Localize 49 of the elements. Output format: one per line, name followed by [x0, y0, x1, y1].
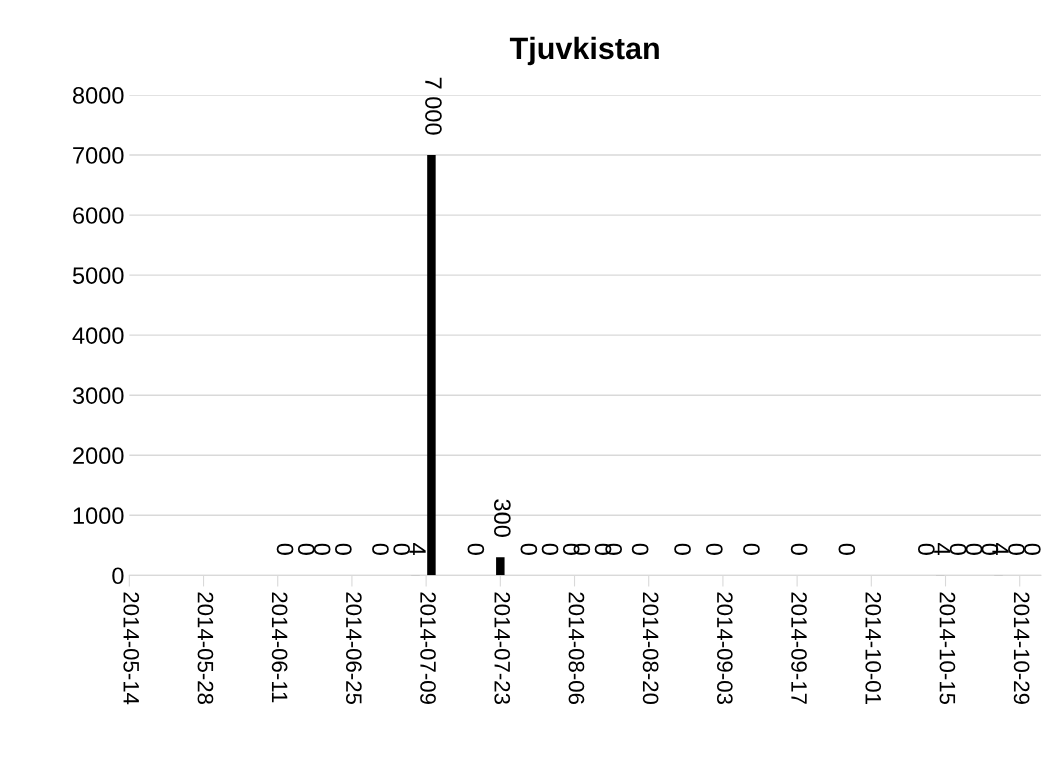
x-tick-label: 2014-05-14	[123, 592, 140, 705]
bar	[496, 557, 505, 576]
x-tick-label: 2014-07-09	[420, 592, 436, 704]
y-tick-label: 7000	[73, 147, 124, 164]
data-label: 0	[631, 543, 649, 555]
x-tick-label: 2014-10-29	[1013, 592, 1030, 704]
data-label: 0	[541, 543, 559, 555]
data-label: 0	[372, 543, 389, 555]
data-label: 7 000	[425, 77, 442, 135]
data-label: 0	[520, 543, 538, 555]
x-tick-label: 2014-10-01	[865, 592, 882, 704]
x-tick-label: 2014-10-15	[939, 592, 956, 705]
data-label: 0	[313, 543, 331, 555]
data-label: 0	[276, 543, 294, 555]
data-label: 0	[297, 543, 315, 555]
data-label: 0	[393, 543, 411, 555]
data-label: 0	[965, 543, 983, 555]
data-label: 0	[1008, 543, 1025, 555]
data-label: 0	[674, 543, 691, 555]
x-tick-label: 2014-06-11	[271, 592, 288, 703]
x-tick-label: 2014-09-17	[791, 592, 807, 704]
y-tick-label: 6000	[73, 207, 124, 224]
data-label: 0	[743, 543, 760, 555]
data-label: 4	[409, 543, 426, 555]
y-tick-label: 4000	[72, 327, 124, 344]
data-label: 0	[705, 543, 723, 555]
y-tick-label: 2000	[73, 447, 124, 465]
data-label: 0	[467, 543, 485, 555]
bar	[427, 155, 436, 576]
x-tick-label: 2014-09-03	[716, 592, 733, 704]
y-tick-label: 0	[112, 567, 124, 585]
x-tick-label: 2014-07-23	[494, 592, 511, 704]
y-tick-label: 5000	[72, 267, 124, 284]
data-label: 0	[334, 543, 352, 555]
y-tick-label: 3000	[72, 387, 124, 404]
data-label: 0	[1023, 543, 1041, 555]
x-tick-label: 2014-08-06	[568, 592, 585, 704]
data-label: 0	[790, 543, 808, 555]
chart-title: Tjuvkistan	[509, 36, 659, 66]
data-label: 0	[917, 543, 935, 555]
y-tick-label: 8000	[72, 87, 124, 104]
data-label: 0	[838, 543, 856, 555]
data-label: 0	[949, 543, 967, 555]
x-tick-label: 2014-05-28	[197, 592, 214, 704]
x-tick-label: 2014-06-25	[345, 592, 362, 705]
x-tick-label: 2014-08-20	[642, 592, 659, 705]
y-tick-label: 1000	[73, 507, 124, 525]
data-label: 300	[493, 499, 511, 537]
data-label: 4	[934, 543, 951, 555]
